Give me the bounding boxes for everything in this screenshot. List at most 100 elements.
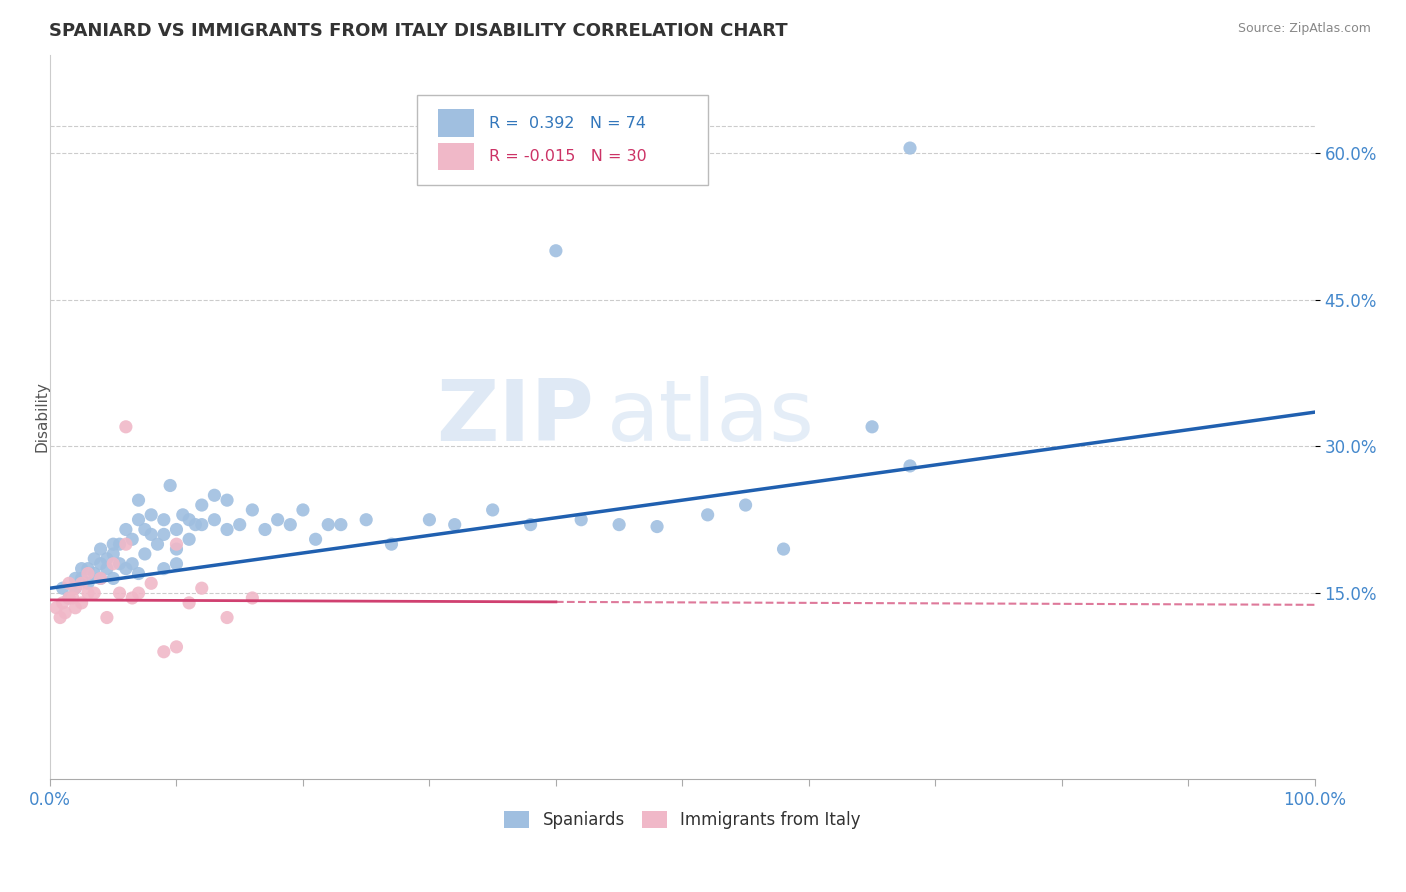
Point: [153, 527, 176, 541]
Point: [184, 517, 207, 532]
Point: [253, 523, 276, 537]
Point: [53, 606, 76, 620]
Point: [103, 537, 125, 551]
Legend: Spaniards, Immigrants from Italy: Spaniards, Immigrants from Italy: [498, 805, 868, 836]
Point: [316, 517, 339, 532]
Point: [52, 581, 75, 595]
Point: [77, 566, 100, 581]
Point: [519, 517, 541, 532]
Point: [96, 610, 118, 624]
Point: [83, 586, 105, 600]
Point: [121, 591, 143, 605]
Point: [172, 508, 194, 522]
Point: [70, 561, 93, 575]
Point: [191, 517, 214, 532]
Point: [166, 542, 188, 557]
Point: [83, 552, 105, 566]
Point: [65, 571, 87, 585]
Text: R = -0.015   N = 30: R = -0.015 N = 30: [489, 149, 647, 164]
Point: [115, 419, 138, 434]
Point: [141, 527, 163, 541]
Point: [65, 581, 87, 595]
Point: [898, 458, 921, 473]
Point: [70, 576, 93, 591]
Point: [291, 503, 314, 517]
Point: [380, 537, 402, 551]
Point: [90, 557, 112, 571]
Point: [179, 533, 201, 547]
Point: [58, 591, 80, 605]
Point: [228, 517, 250, 532]
Point: [607, 517, 630, 532]
Point: [52, 596, 75, 610]
Point: [202, 513, 225, 527]
Point: [153, 645, 176, 659]
Point: [62, 591, 84, 605]
Point: [569, 513, 592, 527]
Point: [179, 513, 201, 527]
Point: [215, 610, 238, 624]
Bar: [439, 110, 474, 137]
Point: [96, 561, 118, 575]
Bar: [439, 143, 474, 170]
Point: [141, 576, 163, 591]
Point: [65, 581, 87, 595]
Text: Source: ZipAtlas.com: Source: ZipAtlas.com: [1237, 22, 1371, 36]
Point: [58, 591, 80, 605]
Point: [90, 542, 112, 557]
Point: [240, 503, 263, 517]
Point: [166, 523, 188, 537]
Point: [90, 571, 112, 585]
Point: [134, 523, 156, 537]
Point: [108, 586, 131, 600]
Point: [77, 576, 100, 591]
Point: [96, 552, 118, 566]
Point: [103, 557, 125, 571]
Point: [278, 517, 301, 532]
Text: SPANIARD VS IMMIGRANTS FROM ITALY DISABILITY CORRELATION CHART: SPANIARD VS IMMIGRANTS FROM ITALY DISABI…: [49, 22, 787, 40]
Text: atlas: atlas: [606, 376, 814, 458]
Point: [202, 488, 225, 502]
FancyBboxPatch shape: [416, 95, 707, 186]
Point: [191, 581, 214, 595]
Point: [304, 533, 326, 547]
Point: [70, 596, 93, 610]
Point: [58, 576, 80, 591]
Point: [645, 519, 668, 533]
Point: [418, 513, 440, 527]
Point: [329, 517, 352, 532]
Point: [215, 493, 238, 508]
Point: [166, 557, 188, 571]
Point: [481, 503, 503, 517]
Point: [153, 513, 176, 527]
Point: [153, 561, 176, 575]
Point: [166, 640, 188, 654]
Point: [134, 547, 156, 561]
Point: [115, 561, 138, 575]
Point: [103, 547, 125, 561]
Point: [128, 513, 150, 527]
Point: [108, 537, 131, 551]
Text: R =  0.392   N = 74: R = 0.392 N = 74: [489, 116, 645, 130]
Point: [49, 610, 72, 624]
Point: [121, 557, 143, 571]
Point: [354, 513, 377, 527]
Point: [103, 571, 125, 585]
Point: [128, 586, 150, 600]
Point: [77, 586, 100, 600]
Point: [65, 600, 87, 615]
Y-axis label: Disability: Disability: [34, 382, 49, 452]
Point: [108, 557, 131, 571]
Point: [240, 591, 263, 605]
Point: [128, 493, 150, 508]
Text: ZIP: ZIP: [436, 376, 593, 458]
Point: [90, 571, 112, 585]
Point: [544, 244, 567, 258]
Point: [166, 537, 188, 551]
Point: [860, 419, 883, 434]
Point: [115, 523, 138, 537]
Point: [70, 571, 93, 585]
Point: [191, 498, 214, 512]
Point: [77, 561, 100, 575]
Point: [443, 517, 465, 532]
